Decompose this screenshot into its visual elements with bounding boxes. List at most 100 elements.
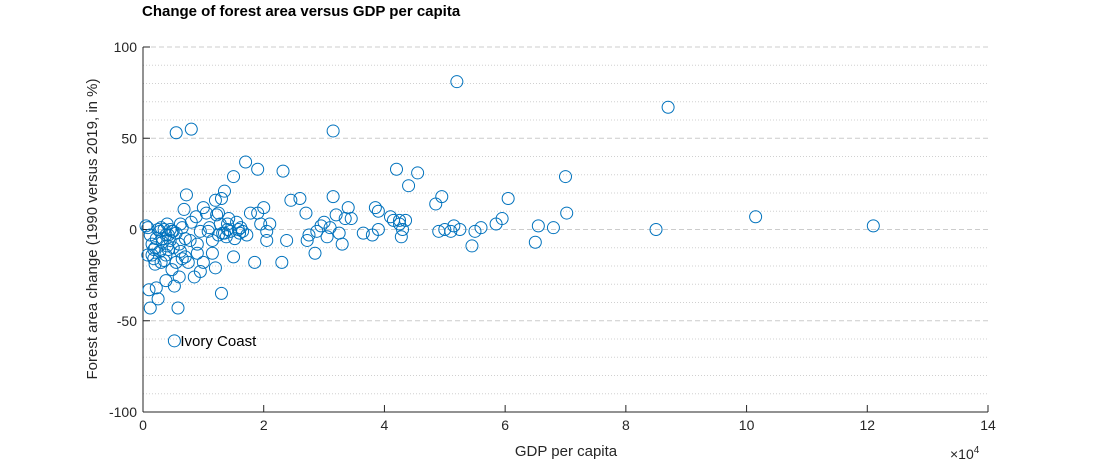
x-tick-labels: 0 2 4 6 8 10 12 14 <box>139 417 996 433</box>
data-point <box>474 221 488 235</box>
data-point <box>260 233 274 247</box>
data-point <box>154 255 168 269</box>
y-tick-label: 0 <box>129 222 137 238</box>
x-tick-label: 0 <box>139 417 147 433</box>
x-tick-label: 14 <box>980 417 996 433</box>
data-point <box>320 230 334 244</box>
data-point <box>749 210 763 224</box>
data-point <box>217 226 231 240</box>
data-point <box>368 201 382 215</box>
x-tick-label: 6 <box>501 417 509 433</box>
data-point <box>190 237 204 251</box>
data-point <box>546 221 560 235</box>
annotation-ivory-coast: Ivory Coast <box>180 333 257 350</box>
data-point <box>429 197 443 211</box>
data-point <box>211 206 225 220</box>
data-point <box>159 274 173 288</box>
data-point <box>159 228 173 242</box>
x-axis-exponent-power: 4 <box>974 445 980 456</box>
data-point <box>559 170 572 184</box>
data-point <box>257 201 271 215</box>
data-point <box>396 223 410 236</box>
data-point <box>142 283 156 297</box>
data-point <box>341 201 355 215</box>
data-point <box>149 281 163 295</box>
data-point <box>300 233 314 247</box>
y-axis-label: Forest area change (1990 versus 2019, in… <box>84 78 101 379</box>
data-point <box>465 239 479 253</box>
axes <box>142 46 989 413</box>
data-point <box>190 246 204 260</box>
x-axis-exponent: ×104 <box>950 445 980 462</box>
data-point <box>169 126 183 140</box>
data-point <box>173 217 187 231</box>
data-point <box>179 188 193 202</box>
data-point <box>326 190 340 204</box>
data-point <box>196 255 210 269</box>
data-point <box>495 212 509 226</box>
data-point <box>145 248 159 262</box>
data-point <box>227 250 241 264</box>
data-point <box>453 223 467 236</box>
data-point <box>214 286 228 300</box>
data-point <box>221 217 234 231</box>
data-point <box>183 233 197 247</box>
data-point <box>299 206 313 220</box>
data-point <box>161 243 175 257</box>
data-point <box>276 164 290 178</box>
data-point <box>399 213 413 227</box>
data-point <box>239 155 253 169</box>
data-point <box>260 224 274 238</box>
data-point <box>302 228 316 242</box>
x-tick-label: 8 <box>622 417 630 433</box>
y-tick-labels: -100 -50 0 50 100 <box>109 39 137 420</box>
data-point <box>165 263 179 277</box>
data-point <box>344 212 358 226</box>
x-tick-label: 10 <box>739 417 755 433</box>
data-point <box>159 248 173 262</box>
data-point <box>649 223 663 236</box>
data-point <box>221 223 234 236</box>
data-point <box>248 255 262 269</box>
data-point <box>390 162 403 176</box>
data-point <box>335 237 349 251</box>
data-point <box>208 261 222 275</box>
data-point <box>147 243 161 257</box>
data-point <box>167 334 181 348</box>
data-point <box>139 219 153 233</box>
data-point <box>222 212 236 226</box>
data-point <box>151 292 165 306</box>
data-point <box>214 191 228 205</box>
data-point <box>528 235 542 249</box>
grid-lines <box>143 46 988 395</box>
data-point <box>243 206 257 220</box>
data-point <box>308 246 322 260</box>
data-point <box>326 124 340 138</box>
data-point <box>394 230 408 244</box>
data-point <box>184 122 198 136</box>
y-tick-label: -50 <box>117 313 137 329</box>
y-tick-label: -100 <box>109 404 137 420</box>
data-point <box>435 190 449 204</box>
data-point <box>411 166 425 180</box>
data-point <box>251 162 265 176</box>
data-point <box>205 246 219 260</box>
data-point <box>172 270 186 284</box>
data-point <box>263 217 277 231</box>
data-point <box>402 179 416 193</box>
chart-title: Change of forest area versus GDP per cap… <box>142 3 461 20</box>
data-point <box>230 215 244 229</box>
x-axis-label: GDP per capita <box>515 443 618 460</box>
data-point <box>383 210 397 224</box>
data-point <box>227 170 241 184</box>
data-point <box>450 75 464 89</box>
data-point <box>210 208 224 222</box>
data-point <box>356 226 370 240</box>
data-point <box>231 223 245 236</box>
data-point <box>371 223 385 236</box>
data-point <box>148 257 162 271</box>
data-point <box>275 255 289 269</box>
data-point <box>280 233 294 247</box>
x-axis-exponent-base: ×10 <box>950 446 974 462</box>
